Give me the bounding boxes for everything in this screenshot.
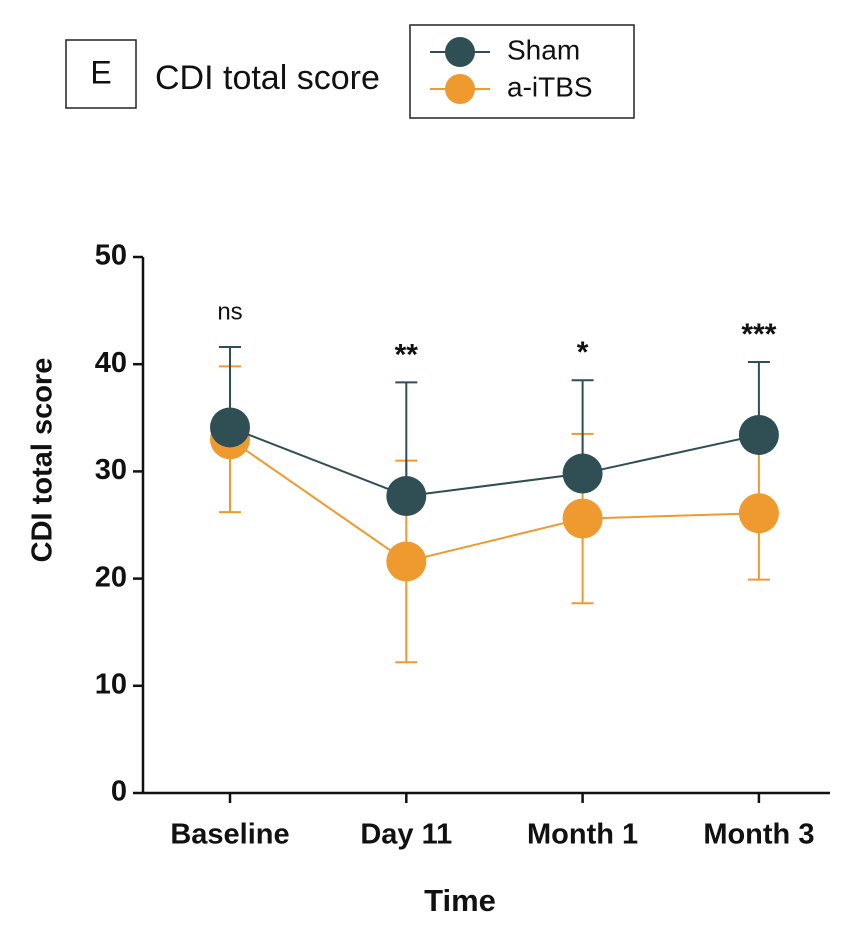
marker <box>738 493 779 534</box>
x-tick-label: Month 1 <box>527 819 638 851</box>
marker <box>562 498 603 539</box>
legend-label: a-iTBS <box>507 71 593 102</box>
x-axis-label: Time <box>424 883 496 918</box>
y-axis-label: CDI total score <box>27 358 59 563</box>
significance-label: *** <box>741 318 776 351</box>
panel-label: E <box>90 54 111 90</box>
series-line <box>229 438 759 563</box>
legend-marker <box>445 37 475 67</box>
legend-label: Sham <box>507 34 580 65</box>
y-tick-label: 20 <box>95 561 127 593</box>
y-tick-label: 30 <box>95 454 127 486</box>
y-tick-label: 0 <box>111 776 127 808</box>
y-tick-label: 40 <box>95 347 127 379</box>
marker <box>562 453 603 494</box>
legend-box <box>409 24 635 119</box>
significance-label: ** <box>395 338 419 371</box>
panel-box <box>65 39 137 109</box>
marker <box>386 476 427 517</box>
series-line <box>229 426 760 498</box>
significance-label: ns <box>217 298 242 325</box>
marker <box>386 541 427 582</box>
significance-label: * <box>577 336 589 369</box>
x-tick-label: Baseline <box>170 819 289 851</box>
y-tick-label: 10 <box>95 668 127 700</box>
x-tick-label: Day 11 <box>360 819 452 851</box>
legend-marker <box>445 74 475 104</box>
y-tick-label: 50 <box>95 240 127 272</box>
marker <box>210 407 250 448</box>
chart-title: CDI total score <box>155 59 380 97</box>
x-tick-label: Month 3 <box>703 819 814 851</box>
marker <box>738 414 779 455</box>
